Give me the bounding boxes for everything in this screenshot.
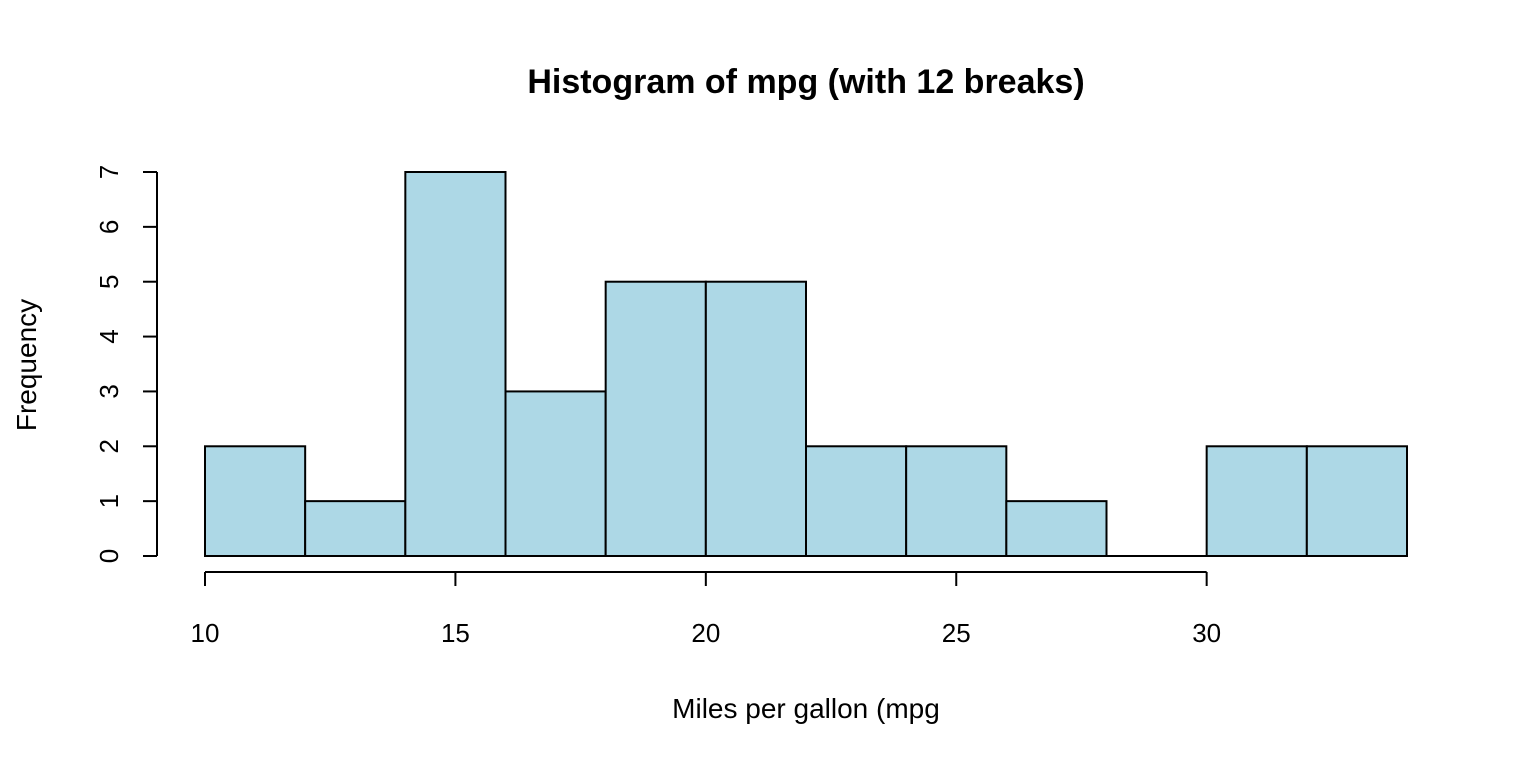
histogram-bar-16-18 [504, 390, 607, 557]
y-tick-label-3: 3 [94, 384, 124, 398]
histogram-bar-18-20 [604, 280, 707, 557]
y-tick-label-6: 6 [94, 220, 124, 234]
y-tick-label-5: 5 [94, 274, 124, 288]
y-tick-label-0: 0 [94, 549, 124, 563]
histogram-bars [204, 171, 1409, 557]
histogram-bar-14-16 [404, 171, 507, 557]
y-tick-label-4: 4 [94, 329, 124, 343]
y-tick-label-2: 2 [94, 439, 124, 453]
histogram-bar-22-24 [805, 445, 908, 557]
histogram-bar-24-26 [905, 445, 1008, 557]
chart-title: Histogram of mpg (with 12 breaks) [527, 63, 1084, 101]
histogram-bar-30-32 [1205, 445, 1308, 557]
y-tick-label-7: 7 [94, 165, 124, 179]
x-tick-label-20: 20 [691, 618, 720, 648]
x-axis-label: Miles per gallon (mpg [672, 693, 940, 724]
x-tick-label-30: 30 [1192, 618, 1221, 648]
histogram-bar-10-12 [204, 445, 307, 557]
y-axis: 0 1 2 3 4 5 6 7 [94, 165, 158, 563]
x-tick-label-25: 25 [942, 618, 971, 648]
x-tick-label-15: 15 [441, 618, 470, 648]
histogram-bar-20-22 [704, 280, 807, 557]
histogram-bar-26-28 [1005, 500, 1108, 557]
histogram-bar-32-34 [1305, 445, 1409, 557]
y-tick-label-1: 1 [94, 494, 124, 508]
x-tick-label-10: 10 [191, 618, 220, 648]
x-axis: 10 15 20 25 30 [191, 571, 1221, 648]
y-axis-label: Frequency [11, 299, 42, 431]
histogram-bar-12-14 [304, 500, 407, 557]
